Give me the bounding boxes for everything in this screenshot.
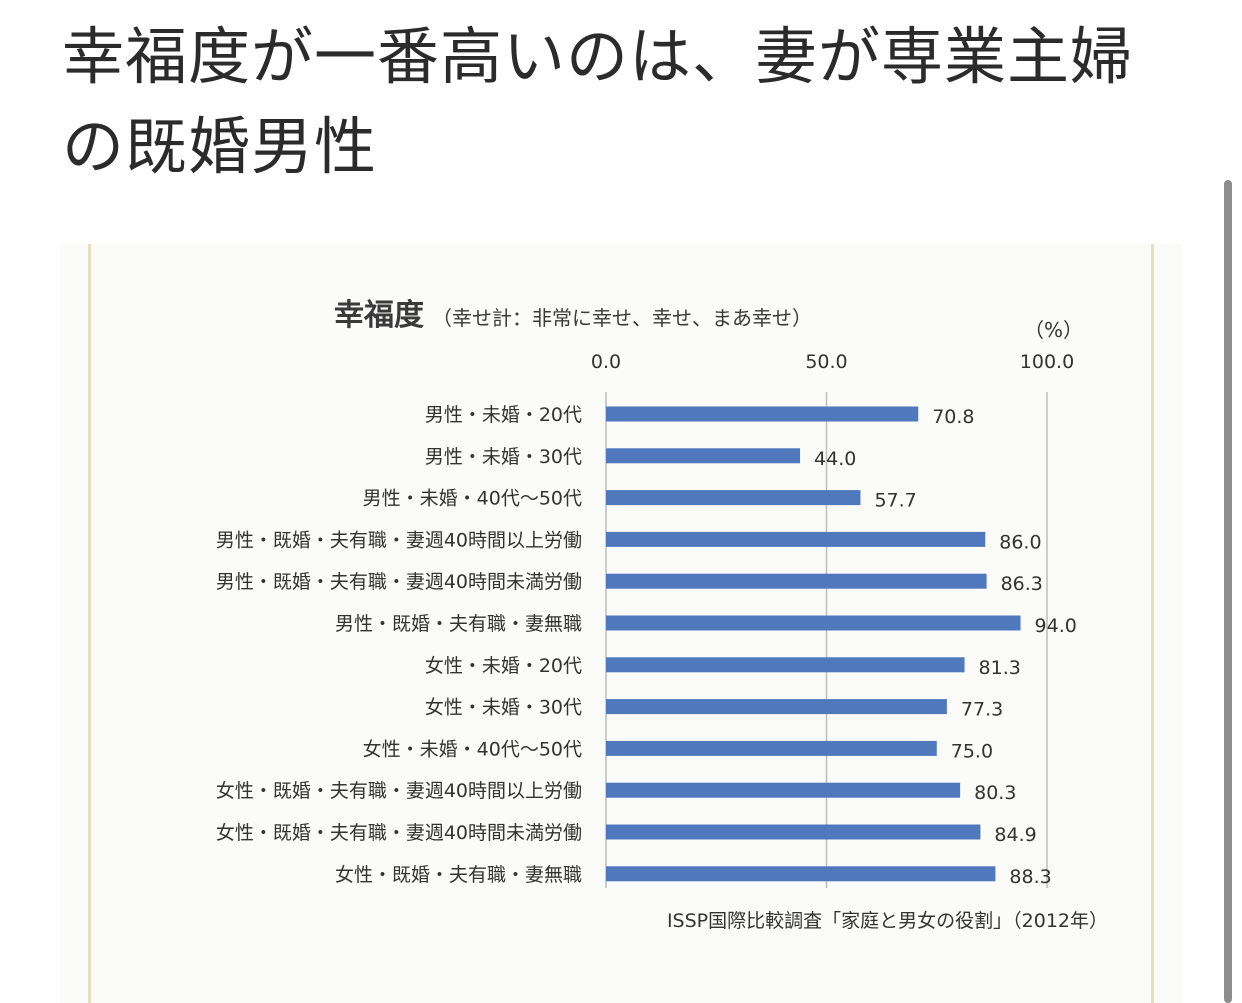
bar [606, 866, 996, 882]
data-label: 84.9 [994, 824, 1036, 846]
category-label: 女性・未婚・40代～50代 [363, 738, 582, 760]
data-label: 81.3 [979, 657, 1021, 679]
data-label: 80.3 [974, 782, 1016, 804]
category-label: 男性・未婚・20代 [425, 404, 582, 426]
chart-title-main: 幸福度 [334, 298, 424, 333]
bar [606, 782, 961, 798]
category-label: 男性・未婚・30代 [425, 446, 582, 468]
category-label: 女性・既婚・夫有職・妻週40時間未満労働 [216, 822, 582, 844]
bar [606, 740, 937, 756]
x-tick-label: 100.0 [1020, 351, 1074, 373]
unit-label: （%） [1024, 318, 1084, 342]
bar [606, 531, 986, 547]
bar [606, 699, 947, 715]
data-label: 70.8 [932, 406, 974, 428]
bar [606, 406, 919, 422]
bar [606, 490, 861, 506]
headline-line-1: 幸福度が一番高いのは、妻が専業主婦 [62, 20, 1134, 93]
bar [606, 615, 1021, 631]
frame-line-right [1151, 244, 1154, 1003]
data-label: 88.3 [1009, 866, 1051, 888]
x-tick-label: 50.0 [805, 351, 847, 373]
bar [606, 448, 801, 464]
chart-title: 幸福度 （幸せ計：非常に幸せ、幸せ、まあ幸せ） [334, 290, 812, 334]
category-label: 男性・既婚・夫有職・妻週40時間未満労働 [216, 571, 582, 593]
data-label: 75.0 [951, 740, 993, 762]
category-label: 女性・未婚・20代 [425, 655, 582, 677]
bar [606, 657, 965, 673]
category-label: 女性・既婚・夫有職・妻無職 [335, 864, 582, 886]
scrollbar[interactable] [1224, 180, 1232, 1003]
article-headline: 幸福度が一番高いのは、妻が専業主婦 の既婚男性 [62, 12, 1172, 192]
category-label: 男性・未婚・40代～50代 [363, 488, 582, 510]
data-label: 86.3 [1001, 573, 1043, 595]
category-label: 男性・既婚・夫有職・妻週40時間以上労働 [216, 529, 582, 551]
bar [606, 824, 981, 840]
frame-line-left [88, 244, 91, 1003]
x-tick-label: 0.0 [591, 351, 621, 373]
data-label: 77.3 [961, 699, 1003, 721]
data-label: 44.0 [814, 448, 856, 470]
data-label: 57.7 [874, 490, 916, 512]
source-note: ISSP国際比較調査「家庭と男女の役割」（2012年） [666, 910, 1108, 932]
data-label: 86.0 [999, 531, 1041, 553]
chart-subtitle: （幸せ計：非常に幸せ、幸せ、まあ幸せ） [432, 306, 812, 330]
bar [606, 573, 987, 589]
data-label: 94.0 [1035, 615, 1077, 637]
category-label: 女性・未婚・30代 [425, 697, 582, 719]
category-label: 男性・既婚・夫有職・妻無職 [335, 613, 582, 635]
headline-line-2: の既婚男性 [62, 110, 378, 183]
category-label: 女性・既婚・夫有職・妻週40時間以上労働 [216, 780, 582, 802]
